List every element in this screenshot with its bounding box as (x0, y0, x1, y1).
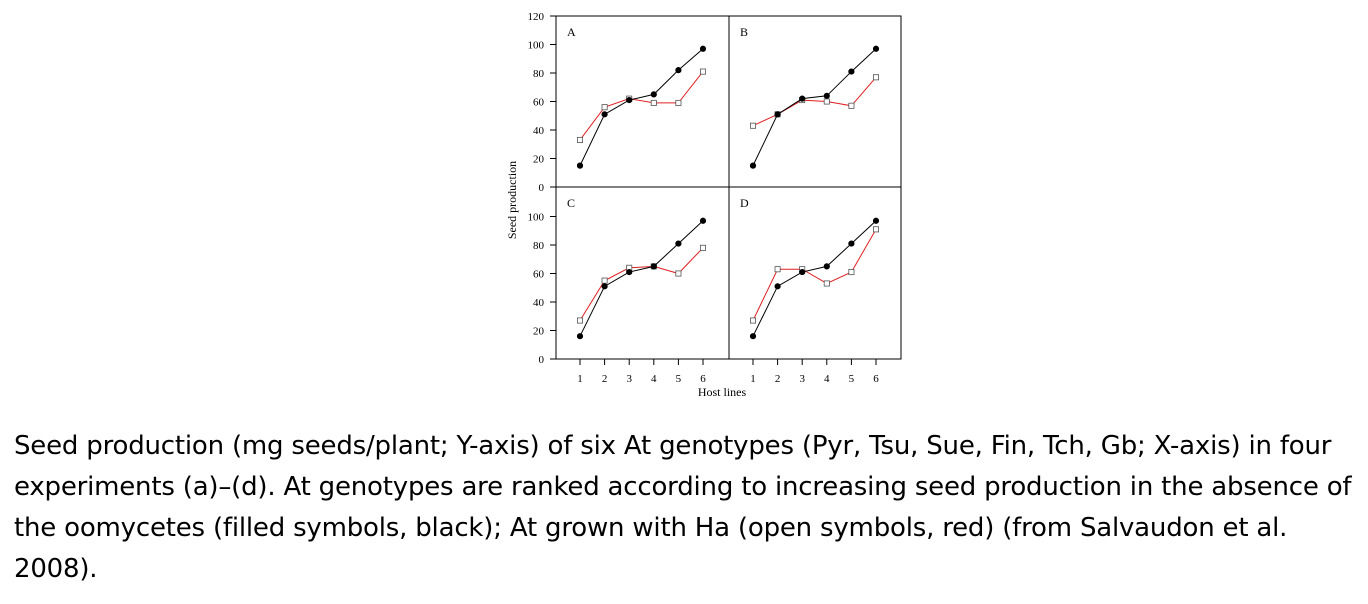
data-point-open (848, 102, 855, 109)
data-point-filled (576, 162, 584, 169)
x-tick-label: 5 (849, 373, 855, 385)
seed-production-figure: 0 20 40 60 80 100 120 0 20 40 60 80 100 1 2 3 4 5 6 1 2 3 4 5 6 S… (505, 11, 902, 399)
data-point-open (848, 269, 855, 276)
x-tick-label: 6 (873, 373, 879, 385)
panel-label-b: B (740, 25, 748, 39)
data-point-filled (799, 95, 806, 102)
x-tick-label: 4 (824, 373, 830, 385)
y-tick-label: 100 (528, 40, 545, 52)
data-point-open (675, 270, 682, 277)
data-point-filled (774, 283, 781, 290)
data-point-open (601, 277, 608, 284)
series-line-filled (752, 220, 877, 337)
data-point-filled (872, 217, 880, 224)
data-point-filled (675, 240, 682, 247)
data-point-open (577, 317, 584, 324)
data-point-filled (823, 92, 830, 99)
data-point-filled (601, 111, 608, 118)
panel-frame-d (728, 186, 902, 360)
data-point-open (774, 266, 781, 273)
panel-label-a: A (567, 25, 576, 39)
y-tick-label: 60 (533, 97, 545, 109)
data-point-filled (626, 96, 633, 104)
y-tick-label: 0 (539, 354, 545, 366)
figure-caption: Seed production (mg seeds/plant; Y-axis)… (14, 431, 1352, 584)
y-tick-label: 100 (528, 212, 545, 224)
y-tick-label: 20 (533, 154, 545, 166)
x-tick-label: 5 (676, 373, 682, 385)
data-point-filled (699, 217, 707, 224)
data-point-filled (823, 263, 830, 270)
data-point-open (873, 226, 880, 233)
panel-label-c: C (567, 196, 575, 210)
panel-label-d: D (740, 196, 749, 210)
data-point-filled (699, 45, 707, 52)
data-point-open (823, 280, 830, 287)
data-point-open (750, 122, 757, 129)
y-tick-label: 80 (533, 240, 545, 252)
data-point-open (650, 99, 657, 106)
data-point-open (700, 244, 707, 251)
data-point-filled (749, 333, 757, 340)
series-line-filled (752, 48, 877, 166)
data-point-filled (848, 68, 855, 75)
data-point-filled (650, 91, 657, 98)
x-tick-label: 6 (700, 373, 706, 385)
data-point-filled (799, 268, 806, 276)
y-tick-label: 20 (533, 326, 545, 338)
y-tick-label: 120 (528, 11, 545, 23)
data-point-open (675, 99, 682, 106)
data-point-filled (872, 45, 880, 52)
data-point-open (750, 317, 757, 324)
series-line-open (579, 247, 704, 321)
series-line-filled (579, 220, 704, 337)
data-point-filled (774, 111, 781, 118)
series-line-filled (579, 48, 704, 166)
data-point-filled (650, 263, 657, 270)
y-axis-title: Seed production (505, 161, 519, 239)
x-tick-label: 2 (775, 373, 781, 385)
data-point-filled (848, 240, 855, 247)
y-tick-label: 0 (539, 182, 545, 194)
y-tick-label: 40 (533, 125, 545, 137)
data-point-open (873, 74, 880, 81)
x-tick-label: 3 (799, 373, 805, 385)
x-tick-label: 1 (577, 373, 583, 385)
data-point-filled (601, 283, 608, 290)
series-line-open (752, 76, 877, 127)
data-point-filled (576, 333, 584, 340)
data-point-filled (626, 268, 633, 276)
data-point-filled (749, 162, 757, 169)
data-point-open (700, 68, 707, 75)
data-point-filled (675, 67, 682, 74)
series-line-open (579, 71, 704, 141)
x-tick-label: 3 (626, 373, 632, 385)
x-tick-label: 2 (602, 373, 608, 385)
x-tick-label: 4 (651, 373, 657, 385)
data-point-open (577, 136, 584, 143)
y-tick-label: 60 (533, 269, 545, 281)
y-tick-label: 40 (533, 297, 545, 309)
data-point-open (601, 104, 608, 111)
series-line-open (752, 229, 877, 321)
x-tick-label: 1 (750, 373, 756, 385)
data-point-open (823, 98, 830, 105)
y-tick-label: 80 (533, 68, 545, 80)
x-axis-title: Host lines (698, 385, 747, 399)
